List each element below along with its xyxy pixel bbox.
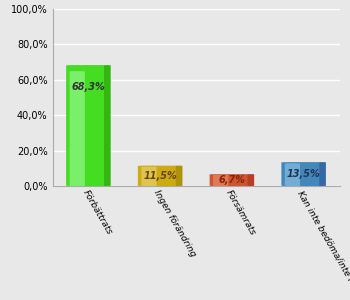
Text: 68,3%: 68,3%: [71, 82, 105, 92]
FancyBboxPatch shape: [138, 166, 182, 186]
FancyBboxPatch shape: [247, 174, 255, 186]
FancyBboxPatch shape: [285, 163, 300, 186]
FancyBboxPatch shape: [281, 162, 326, 186]
FancyBboxPatch shape: [141, 167, 156, 186]
Text: 13,5%: 13,5%: [287, 169, 321, 179]
FancyBboxPatch shape: [210, 174, 254, 186]
FancyBboxPatch shape: [213, 175, 228, 186]
FancyBboxPatch shape: [66, 65, 111, 186]
FancyBboxPatch shape: [175, 166, 183, 186]
Text: 11,5%: 11,5%: [143, 171, 177, 181]
FancyBboxPatch shape: [70, 71, 85, 186]
FancyBboxPatch shape: [319, 162, 327, 186]
FancyBboxPatch shape: [104, 65, 111, 186]
Text: 6,7%: 6,7%: [218, 175, 245, 185]
